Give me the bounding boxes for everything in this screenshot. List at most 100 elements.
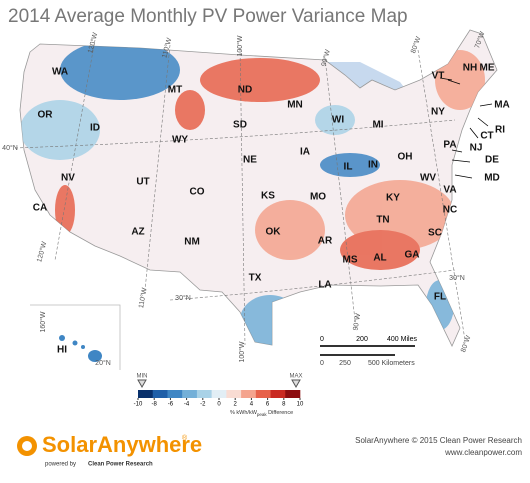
legend-unit-part: peak xyxy=(257,412,268,417)
state-label: WA xyxy=(52,67,68,78)
legend-max: MAX xyxy=(289,374,302,380)
logo-powered: powered by xyxy=(45,462,76,468)
max-marker xyxy=(291,379,301,389)
graticule-label: 30°N xyxy=(175,294,191,302)
state-label: WI xyxy=(332,115,344,126)
state-label: NE xyxy=(243,155,257,166)
logo-company: Clean Power Research xyxy=(88,462,153,468)
state-label: MT xyxy=(168,85,182,96)
legend-tick-label: -10 xyxy=(134,402,143,408)
legend-tick-label: 0 xyxy=(217,402,221,408)
legend-swatch xyxy=(211,390,227,398)
logo-name: SolarAnywhere xyxy=(42,432,202,457)
graticule xyxy=(14,39,466,346)
state-label: SD xyxy=(233,120,247,131)
state-label: KY xyxy=(386,193,400,204)
state-label: MN xyxy=(287,100,303,111)
legend-tick-label: -4 xyxy=(184,402,190,408)
state-pointers xyxy=(439,77,493,179)
state-label: GA xyxy=(405,250,420,261)
state-label: FL xyxy=(434,292,446,303)
state-label: AZ xyxy=(131,227,144,238)
legend-swatch xyxy=(167,390,183,398)
graticule-label: 90°W xyxy=(351,312,362,331)
min-marker xyxy=(137,379,147,389)
state-label: WY xyxy=(172,135,188,146)
state-label: TN xyxy=(376,215,389,226)
legend-tick-label: 10 xyxy=(297,402,304,408)
map-title: 2014 Average Monthly PV Power Variance M… xyxy=(8,6,408,27)
state-label: OR xyxy=(38,110,54,121)
state-label: MS xyxy=(343,255,358,266)
scale-miles: 0 xyxy=(320,336,324,343)
hawaii-islands xyxy=(59,335,102,362)
state-label: MO xyxy=(310,192,326,203)
legend-swatch xyxy=(226,390,242,398)
state-label: NC xyxy=(443,205,457,216)
state-label: MI xyxy=(372,120,383,131)
graticule-label: 20°N xyxy=(95,359,111,367)
graticule-label: 80°W xyxy=(409,35,423,54)
state-label: DE xyxy=(485,155,499,166)
state-label: WV xyxy=(420,173,436,184)
state-label: VT xyxy=(432,71,445,82)
state-label: CA xyxy=(33,203,47,214)
state-label: SC xyxy=(428,228,442,239)
logo-sun-core xyxy=(22,441,32,451)
graticule-label: 100°W xyxy=(238,341,246,362)
legend-tick-label: -8 xyxy=(152,402,158,408)
graticule-label: 100°W xyxy=(236,35,244,56)
state-label: MD xyxy=(484,173,500,184)
state-label: ME xyxy=(480,63,495,74)
state-label: NV xyxy=(61,173,75,184)
state-label: HI xyxy=(57,345,67,356)
scale-miles: 400 Miles xyxy=(387,336,417,343)
state-label: IA xyxy=(300,147,310,158)
state-label: CT xyxy=(480,131,493,142)
state-label: PA xyxy=(443,140,456,151)
scale-km: 250 xyxy=(339,360,351,367)
state-label: TX xyxy=(249,273,262,284)
legend-tick-label: 8 xyxy=(282,402,286,408)
legend-unit-part: Difference xyxy=(267,410,294,416)
state-label: IN xyxy=(368,160,378,171)
legend-min: MIN xyxy=(137,374,148,380)
scale-bar xyxy=(320,345,415,356)
legend-tick-label: 2 xyxy=(234,402,238,408)
legend-tick-label: -6 xyxy=(168,402,174,408)
state-label: AL xyxy=(373,253,386,264)
scale-km: 0 xyxy=(320,360,324,367)
state-label: VA xyxy=(443,185,456,196)
state-label: CO xyxy=(190,187,205,198)
legend-swatch xyxy=(255,390,271,398)
state-label: KS xyxy=(261,191,275,202)
state-label: OH xyxy=(398,152,413,163)
graticule-label: 160°W xyxy=(39,311,47,332)
state-label: OK xyxy=(266,227,282,238)
logo-reg: ® xyxy=(182,434,188,442)
state-label: UT xyxy=(136,177,149,188)
inset-frame xyxy=(30,304,121,370)
scale-km: 500 Kilometers xyxy=(368,360,415,367)
legend-swatch xyxy=(182,390,198,398)
legend-swatch xyxy=(152,390,168,398)
credit-line: SolarAnywhere © 2015 Clean Power Researc… xyxy=(355,436,522,445)
legend-tick-label: 4 xyxy=(250,402,254,408)
legend-swatch xyxy=(285,390,301,398)
state-label: IL xyxy=(344,162,353,173)
state-label: NY xyxy=(431,107,445,118)
graticule-label: 110°W xyxy=(137,287,149,309)
legend-tick-label: -2 xyxy=(200,402,206,408)
state-label: MA xyxy=(494,100,510,111)
scale-miles: 200 xyxy=(356,336,368,343)
legend-swatch xyxy=(270,390,286,398)
state-label: ID xyxy=(90,123,100,134)
state-label: NM xyxy=(184,237,200,248)
legend-swatch xyxy=(241,390,257,398)
graticule-label: 120°W xyxy=(35,240,48,263)
legend-unit-part: % kWh/kW xyxy=(230,410,258,416)
state-label: NH xyxy=(463,63,477,74)
legend-swatch xyxy=(196,390,212,398)
state-label: ND xyxy=(238,85,252,96)
